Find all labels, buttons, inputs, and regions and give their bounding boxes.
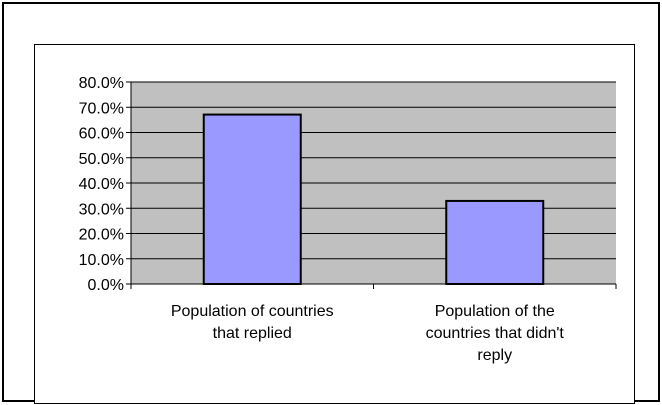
category-label-line: that replied [213, 325, 292, 342]
category-label-line: countries that didn't [426, 325, 565, 342]
y-tick-labels: 0.0% 10.0% 20.0% 30.0% 40.0% 50.0% 60.0% 70.0% 8… [79, 75, 124, 294]
y-tick-label: 10.0% [79, 252, 124, 269]
category-label: Population of countries that replied [171, 303, 334, 342]
category-labels: Population of countries that repliedPopul… [171, 303, 565, 364]
chart-area: 0.0% 10.0% 20.0% 30.0% 40.0% 50.0% 60.0% 70.0% 8… [34, 44, 635, 404]
y-tick-label: 30.0% [79, 201, 124, 218]
bar [202, 113, 302, 286]
y-tick-label: 70.0% [79, 100, 124, 117]
category-label-line: reply [477, 347, 512, 364]
y-tick-label: 60.0% [79, 126, 124, 143]
category-label-line: Population of the [435, 303, 555, 320]
bar-chart: 0.0% 10.0% 20.0% 30.0% 40.0% 50.0% 60.0% 70.0% 8… [79, 75, 617, 364]
category-label: Population of the countries that didn't re… [426, 303, 565, 364]
y-tick-label: 80.0% [79, 75, 124, 92]
bar [445, 199, 545, 286]
y-tick-label: 0.0% [88, 277, 124, 294]
category-label-line: Population of countries [171, 303, 334, 320]
y-tick-label: 50.0% [79, 151, 124, 168]
bars [202, 113, 545, 286]
y-tick-label: 20.0% [79, 227, 124, 244]
axes [130, 82, 617, 289]
y-tick-label: 40.0% [79, 176, 124, 193]
